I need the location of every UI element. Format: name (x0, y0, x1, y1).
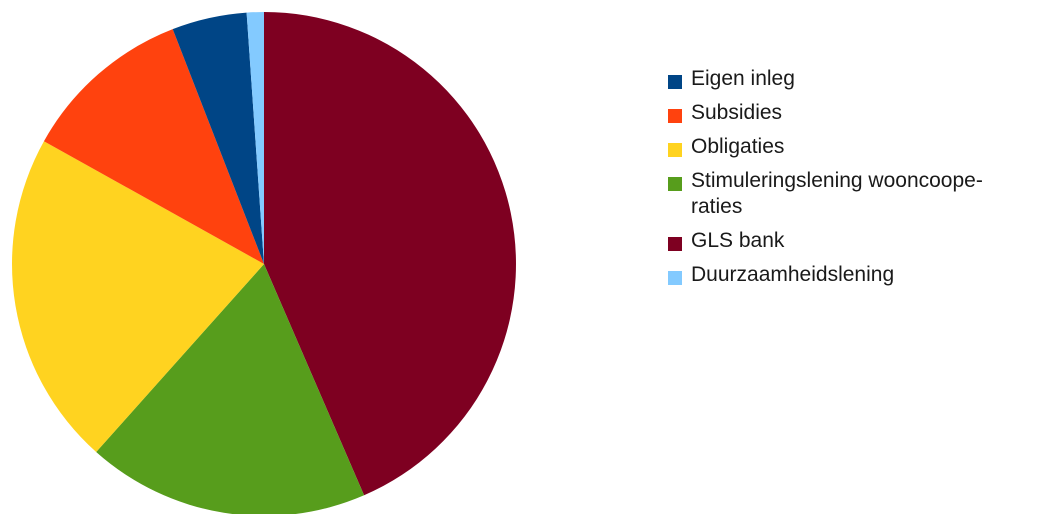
legend-swatch (668, 109, 682, 123)
legend-item: Eigen inleg (668, 66, 1053, 92)
legend-swatch (668, 177, 682, 191)
pie-plot (12, 11, 516, 514)
legend-label: Eigen inleg (691, 67, 795, 90)
legend-label: Obligaties (691, 135, 785, 158)
legend-item: Duurzaamheidslening (668, 262, 1053, 288)
pie-slice-subsidies (43, 29, 264, 265)
pie-slice-stimuleringslening-wooncoope-raties (96, 264, 365, 514)
legend-item: Subsidies (668, 100, 1053, 126)
legend-label: GLS bank (691, 229, 785, 252)
pie-slice-eigen-inleg (172, 12, 264, 264)
legend: Eigen inleg Subsidies Obligaties Stimulerin… (668, 66, 1053, 296)
legend-item: Stimuleringslening wooncoope- raties (668, 168, 1053, 220)
legend-label: Stimuleringslening wooncoope- raties (691, 169, 983, 218)
pie-slice-gls-bank (264, 12, 516, 496)
legend-swatch (668, 143, 682, 157)
pie-slice-obligaties (12, 141, 265, 452)
legend-item: Obligaties (668, 134, 1053, 160)
legend-swatch (668, 75, 682, 89)
legend-label: Subsidies (691, 101, 783, 124)
legend-label: Duurzaamheidslening (691, 263, 895, 286)
legend-swatch (668, 271, 682, 285)
legend-swatch (668, 237, 682, 251)
pie-slice-duurzaamheidslening (246, 11, 264, 264)
legend-item: GLS bank (668, 228, 1053, 254)
